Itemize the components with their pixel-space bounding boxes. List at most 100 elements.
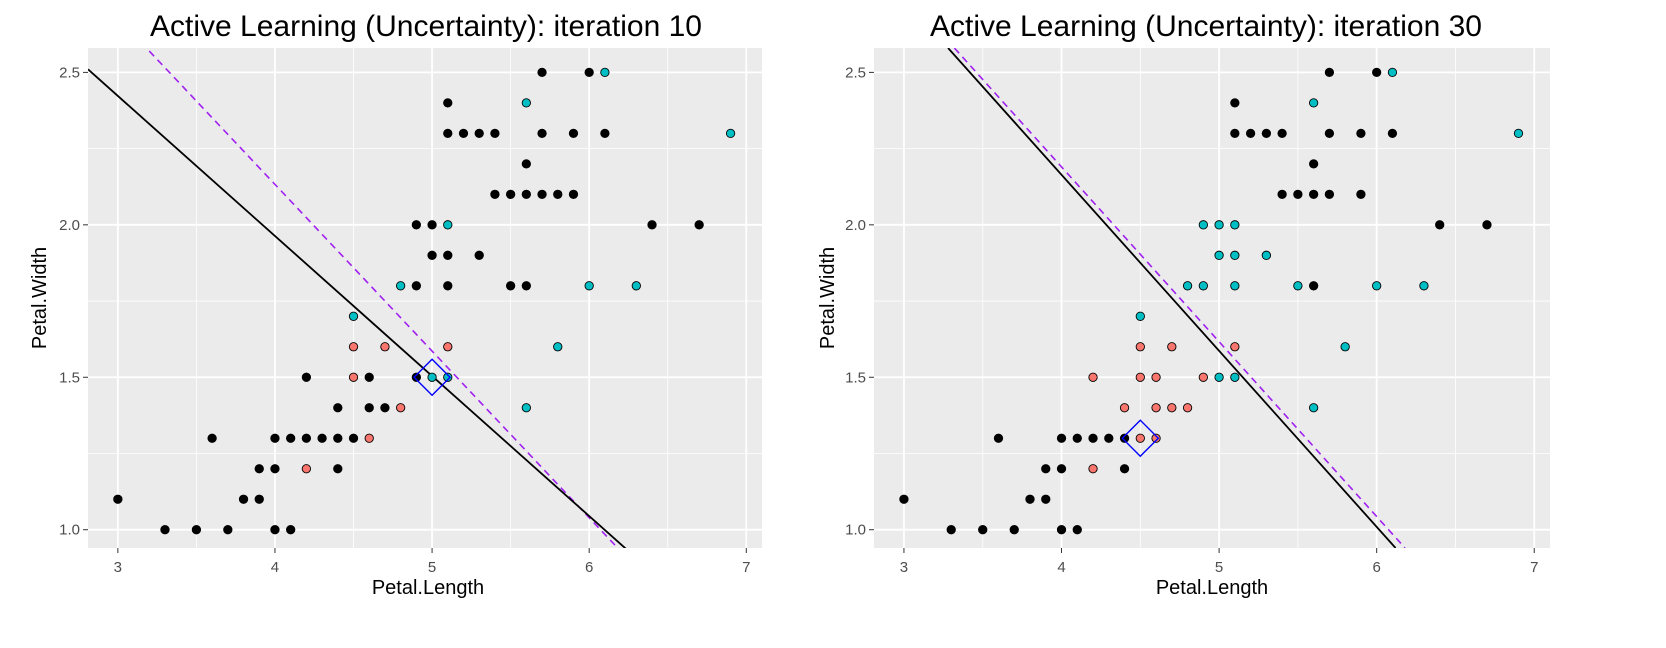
y-axis-label: Petal.Width bbox=[29, 247, 51, 349]
unlabeled-point bbox=[1356, 128, 1366, 139]
y-tick-label: 2.0 bbox=[59, 217, 80, 234]
true-boundary-line bbox=[148, 50, 619, 548]
unlabeled-point bbox=[1025, 494, 1035, 504]
unlabeled-point bbox=[1104, 433, 1114, 443]
boundary-lines bbox=[88, 50, 627, 548]
unlabeled-point bbox=[1230, 98, 1240, 108]
chart-title: Active Learning (Uncertainty): iteration… bbox=[930, 10, 1482, 43]
unlabeled-point bbox=[333, 464, 343, 474]
virginica-point bbox=[427, 372, 437, 382]
virginica-point bbox=[1230, 372, 1240, 382]
virginica-point bbox=[1230, 250, 1240, 260]
y-tick-label: 2.5 bbox=[845, 64, 866, 81]
unlabeled-point bbox=[411, 372, 422, 382]
x-axis-label: Petal.Length bbox=[1156, 577, 1268, 599]
versicolor-point bbox=[1151, 433, 1161, 443]
unlabeled-point bbox=[301, 372, 312, 382]
virginica-point bbox=[348, 311, 359, 321]
unlabeled-point bbox=[899, 494, 909, 504]
versicolor-point bbox=[1135, 433, 1145, 443]
virginica-point bbox=[1230, 281, 1240, 291]
unlabeled-point bbox=[443, 250, 453, 260]
unlabeled-point bbox=[270, 464, 280, 474]
unlabeled-point bbox=[946, 525, 956, 535]
plot-background bbox=[88, 48, 762, 548]
versicolor-point bbox=[301, 464, 312, 474]
versicolor-point bbox=[1088, 372, 1098, 382]
virginica-point bbox=[631, 281, 641, 291]
virginica-point bbox=[1261, 250, 1272, 260]
virginica-point bbox=[1513, 128, 1524, 139]
fitted-boundary-line bbox=[947, 48, 1397, 548]
x-tick-label: 6 bbox=[1372, 559, 1380, 576]
unlabeled-point bbox=[1482, 220, 1492, 230]
versicolor-point bbox=[1151, 372, 1161, 382]
unlabeled-point bbox=[443, 281, 453, 291]
unlabeled-point bbox=[1261, 128, 1272, 139]
versicolor-point bbox=[1151, 403, 1161, 413]
unlabeled-point bbox=[1308, 189, 1319, 199]
unlabeled-point bbox=[364, 372, 374, 382]
unlabeled-point bbox=[427, 250, 437, 260]
versicolor-point bbox=[443, 342, 453, 352]
unlabeled-point bbox=[490, 128, 500, 139]
unlabeled-point bbox=[553, 189, 563, 199]
versicolor-point bbox=[1135, 342, 1145, 352]
versicolor-point bbox=[1119, 403, 1130, 413]
y-axis-label: Petal.Width bbox=[817, 247, 839, 349]
virginica-point bbox=[1230, 220, 1240, 230]
unlabeled-point bbox=[505, 281, 516, 291]
unlabeled-point bbox=[286, 525, 296, 535]
virginica-point bbox=[1387, 67, 1398, 78]
plot-background bbox=[874, 48, 1550, 548]
unlabeled-point bbox=[333, 403, 343, 413]
virginica-point bbox=[443, 220, 453, 230]
virginica-point bbox=[1372, 281, 1382, 291]
versicolor-point bbox=[1088, 464, 1098, 474]
unlabeled-point bbox=[1072, 525, 1082, 535]
unlabeled-point bbox=[411, 220, 422, 230]
unlabeled-point bbox=[1230, 128, 1240, 139]
unlabeled-point bbox=[458, 128, 469, 139]
unlabeled-point bbox=[1056, 525, 1067, 535]
virginica-point bbox=[443, 372, 453, 382]
versicolor-point bbox=[1167, 342, 1177, 352]
x-tick-label: 7 bbox=[742, 559, 750, 576]
x-tick-label: 3 bbox=[114, 559, 122, 576]
unlabeled-point bbox=[270, 525, 280, 535]
true-boundary-line bbox=[953, 48, 1406, 548]
virginica-point bbox=[553, 342, 563, 352]
x-tick-label: 6 bbox=[585, 559, 593, 576]
virginica-point bbox=[395, 281, 406, 291]
virginica-point bbox=[521, 403, 531, 413]
unlabeled-point bbox=[1277, 128, 1287, 139]
unlabeled-point bbox=[223, 525, 233, 535]
unlabeled-point bbox=[1293, 189, 1303, 199]
unlabeled-point bbox=[238, 494, 249, 504]
virginica-point bbox=[1293, 281, 1303, 291]
unlabeled-point bbox=[474, 250, 484, 260]
x-tick-label: 7 bbox=[1530, 559, 1538, 576]
versicolor-point bbox=[364, 433, 374, 443]
virginica-point bbox=[1214, 372, 1224, 382]
unlabeled-point bbox=[1072, 433, 1082, 443]
unlabeled-point bbox=[317, 433, 327, 443]
virginica-point bbox=[1198, 220, 1208, 230]
unlabeled-point bbox=[568, 189, 579, 199]
virginica-point bbox=[1308, 403, 1319, 413]
virginica-point bbox=[1214, 250, 1224, 260]
unlabeled-point bbox=[1009, 525, 1019, 535]
unlabeled-point bbox=[191, 525, 202, 535]
virginica-point bbox=[1419, 281, 1429, 291]
unlabeled-point bbox=[1435, 220, 1445, 230]
unlabeled-point bbox=[521, 189, 531, 199]
virginica-point bbox=[521, 98, 531, 108]
unlabeled-point bbox=[443, 98, 453, 108]
versicolor-point bbox=[1167, 403, 1177, 413]
y-tick-label: 2.5 bbox=[59, 64, 80, 81]
versicolor-point bbox=[348, 372, 359, 382]
unlabeled-point bbox=[1324, 189, 1335, 199]
virginica-point bbox=[1135, 311, 1145, 321]
unlabeled-point bbox=[505, 189, 516, 199]
